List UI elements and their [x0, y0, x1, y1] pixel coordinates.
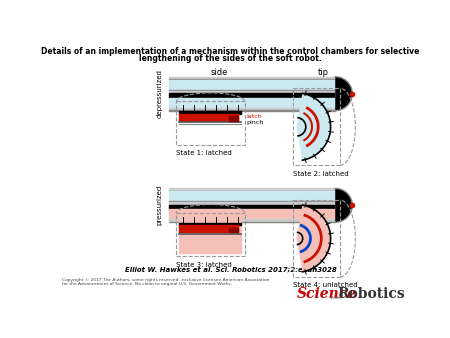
Text: Robotics: Robotics: [338, 287, 405, 301]
Text: latch: latch: [246, 114, 262, 119]
Text: Elliot W. Hawkes et al. Sci. Robotics 2017;2:eaan3028: Elliot W. Hawkes et al. Sci. Robotics 20…: [125, 266, 337, 272]
Text: Details of an implementation of a mechanism within the control chambers for sele: Details of an implementation of a mechan…: [41, 47, 420, 56]
Polygon shape: [297, 205, 331, 272]
Text: depressurized: depressurized: [156, 69, 162, 118]
Text: pressurized: pressurized: [156, 185, 162, 225]
Text: State 4: unlatched: State 4: unlatched: [293, 282, 358, 288]
Text: State 3: latched: State 3: latched: [176, 262, 232, 268]
Polygon shape: [335, 77, 352, 111]
Polygon shape: [335, 77, 352, 111]
Text: Science: Science: [297, 287, 356, 301]
Text: State 2: latched: State 2: latched: [293, 171, 349, 177]
Text: pinch: pinch: [246, 120, 263, 125]
Polygon shape: [335, 188, 352, 222]
Text: tip: tip: [318, 68, 329, 77]
Polygon shape: [335, 188, 352, 222]
Text: Copyright © 2017 The Authors, some rights reserved; exclusive licensee American : Copyright © 2017 The Authors, some right…: [63, 278, 270, 286]
Text: AAAS: AAAS: [331, 296, 343, 300]
Polygon shape: [297, 93, 331, 160]
Text: side: side: [210, 68, 228, 77]
Text: lengthening of the sides of the soft robot.: lengthening of the sides of the soft rob…: [139, 54, 322, 63]
Text: State 1: latched: State 1: latched: [176, 150, 232, 156]
